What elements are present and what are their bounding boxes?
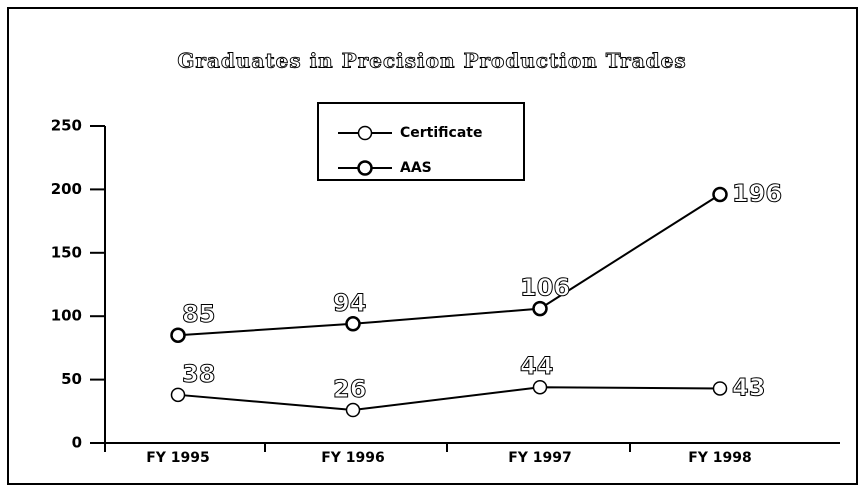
point [712,186,728,203]
x-tick-label: FY 1997 [508,450,572,466]
legend-label: AAS [400,160,432,176]
chart-title: Graduates in Precision Production Trades [177,49,686,73]
legend-marker [357,125,373,141]
point [170,327,186,343]
x-tick-label: FY 1998 [688,450,752,466]
y-tick-label: 0 [72,434,82,452]
y-tick-label: 50 [61,370,82,388]
data-label: 196 [732,179,782,207]
data-label: 106 [520,274,570,302]
data-label: 26 [333,375,366,403]
y-tick-label: 150 [51,243,82,261]
point [345,316,361,332]
y-tick-label: 200 [51,180,82,198]
x-tick-label: FY 1996 [321,450,385,466]
x-tick-label: FY 1995 [146,450,210,466]
chart-frame [7,7,858,485]
y-tick-label: 100 [51,307,82,325]
series-line [177,386,721,412]
data-label: 94 [333,289,366,317]
legend-marker [357,160,373,176]
data-label: 38 [182,360,215,388]
data-label: 85 [182,300,215,328]
point [532,379,548,395]
point [532,300,548,317]
point [170,387,186,403]
data-label: 43 [732,373,765,401]
legend [317,102,525,181]
series-line [177,193,721,337]
point [345,402,361,418]
data-label: 44 [520,352,553,380]
y-tick-label: 250 [51,117,82,135]
point [712,381,728,396]
legend-label: Certificate [400,125,482,141]
